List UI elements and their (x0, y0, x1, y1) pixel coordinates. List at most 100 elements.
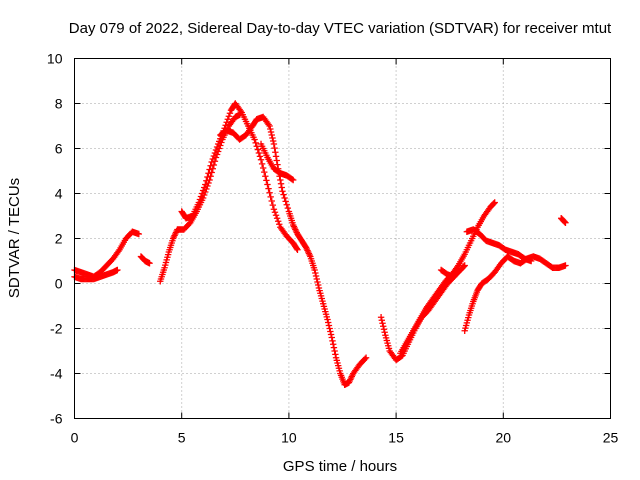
data-point-plus (198, 190, 206, 197)
data-point-plus (279, 188, 286, 195)
data-point-plus (223, 119, 230, 126)
data-point-plus (208, 158, 215, 166)
data-point-plus (325, 322, 333, 329)
data-point-plus (135, 230, 143, 238)
data-point-plus (326, 325, 333, 332)
data-point-plus (263, 177, 270, 184)
data-point-plus (272, 153, 280, 160)
data-point-plus (264, 181, 271, 188)
data-point-plus (312, 269, 319, 277)
data-point-plus (207, 162, 214, 169)
data-point-plus (270, 206, 278, 213)
data-point-plus (203, 177, 210, 184)
data-point-plus (226, 110, 234, 117)
plot-frame (74, 58, 611, 419)
data-point-plus (281, 194, 288, 202)
y-tick-label: 0 (55, 276, 63, 292)
data-point-plus (311, 266, 318, 274)
x-tick-label: 10 (281, 430, 297, 446)
data-point-plus (273, 157, 280, 164)
y-axis-label: SDTVAR / TECUs (6, 178, 23, 298)
data-point-plus (527, 257, 535, 265)
data-point-plus (267, 128, 275, 136)
data-point-plus (267, 193, 274, 201)
data-point-plus (266, 122, 273, 130)
y-tick-label: 4 (55, 186, 63, 202)
data-point-plus (278, 184, 285, 191)
data-point-plus (195, 199, 203, 206)
x-tick-labels: 0 5 10 15 20 25 (71, 430, 619, 446)
data-point-plus (273, 215, 281, 222)
data-point-plus (280, 191, 287, 198)
data-point-plus (225, 113, 233, 120)
data-point-plus (206, 166, 213, 173)
data-point-plus (266, 189, 273, 196)
data-point-plus (199, 187, 207, 194)
data-point-plus (209, 155, 216, 163)
data-point-plus (293, 245, 300, 252)
data-point-plus (210, 152, 218, 160)
y-tick-label: -2 (50, 321, 63, 337)
data-point-plus (259, 164, 267, 172)
y-tick-label: -6 (50, 411, 63, 427)
data-point-plus (329, 337, 336, 345)
data-point-plus (224, 116, 231, 123)
data-point-plus (211, 149, 219, 157)
data-point-plus (256, 153, 264, 160)
data-point-plus (212, 146, 220, 154)
data-point-plus (267, 125, 274, 133)
data-point-plus (261, 168, 268, 176)
data-point-plus (315, 281, 322, 289)
data-point-plus (289, 176, 297, 184)
grid (74, 58, 611, 419)
chart-title: Day 079 of 2022, Sidereal Day-to-day VTE… (69, 20, 612, 37)
data-point-plus (328, 334, 335, 341)
data-point-plus (378, 317, 386, 324)
data-point-plus (491, 199, 498, 206)
data-point-plus (288, 176, 296, 183)
y-tick-label: 2 (55, 231, 63, 247)
data-point-plus (274, 161, 281, 168)
y-tick-label: 10 (47, 51, 63, 67)
data-point-plus (272, 149, 279, 156)
data-point-plus (253, 143, 260, 150)
y-tick-label: 8 (55, 96, 63, 112)
data-point-plus (197, 193, 205, 200)
data-point-plus (196, 196, 204, 203)
x-tick-label: 20 (496, 430, 512, 446)
data-point-plus (361, 355, 369, 363)
x-tick-label: 0 (71, 430, 79, 446)
data-point-plus (262, 173, 269, 180)
data-point-plus (314, 278, 321, 286)
data-point-plus (257, 156, 265, 163)
data-point-plus (330, 344, 338, 351)
data-point-plus (327, 328, 334, 335)
data-point-plus (114, 266, 121, 274)
data-point-plus (277, 176, 284, 184)
x-tick-label: 5 (178, 430, 186, 446)
y-tick-label: -4 (50, 366, 63, 382)
data-point-plus (490, 200, 498, 207)
y-tick-label: 6 (55, 141, 63, 157)
data-point-plus (380, 323, 387, 330)
data-point-plus (283, 201, 290, 208)
y-tick-labels: -6 -4 -2 0 2 4 6 8 10 (47, 51, 63, 427)
x-tick-label: 25 (603, 430, 619, 446)
data-point-plus (284, 204, 292, 212)
data-point-plus (201, 184, 208, 191)
data-point-plus (332, 351, 339, 358)
data-point-plus (269, 201, 277, 209)
data-point-plus (460, 263, 468, 270)
data-point-plus (294, 246, 301, 253)
data-point-plus (272, 212, 280, 219)
data-point-plus (204, 173, 211, 181)
data-point-plus (327, 331, 335, 338)
data-point-plus (282, 198, 289, 205)
data-point-plus (265, 185, 272, 192)
data-point-plus (277, 180, 285, 187)
data-point-plus (330, 341, 337, 348)
x-tick-label: 15 (388, 430, 404, 446)
data-point-plus (258, 160, 266, 168)
data-point-plus (561, 218, 568, 226)
